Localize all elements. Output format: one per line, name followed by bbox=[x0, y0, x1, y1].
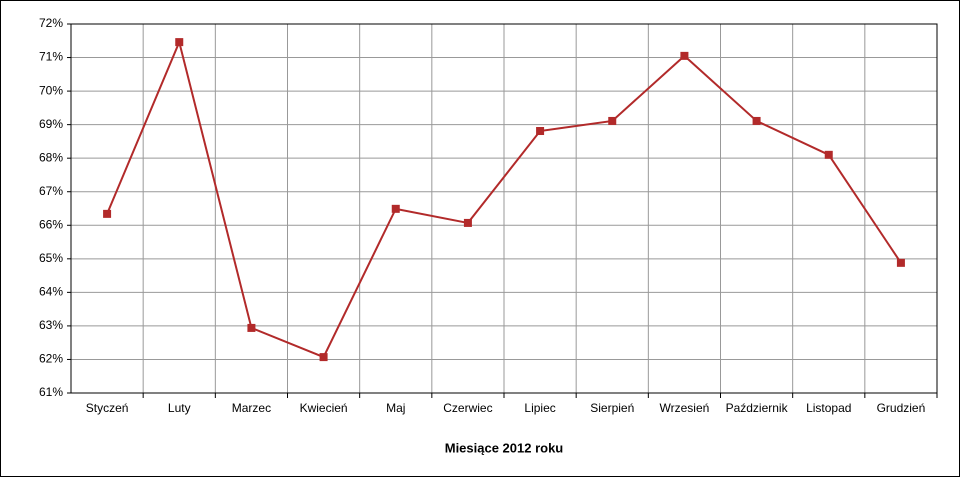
data-line bbox=[106, 38, 902, 359]
y-tick-label: 66% bbox=[39, 217, 63, 231]
plot-border bbox=[70, 23, 938, 394]
data-marker bbox=[752, 116, 761, 125]
data-marker bbox=[608, 116, 617, 125]
y-tick-label: 68% bbox=[39, 150, 63, 164]
data-marker bbox=[536, 127, 545, 136]
data-marker bbox=[896, 258, 905, 267]
x-tick-label: Styczeń bbox=[86, 401, 129, 415]
y-tick-label: 62% bbox=[39, 352, 63, 366]
y-tick-label: 67% bbox=[39, 184, 63, 198]
y-tick-label: 61% bbox=[39, 385, 63, 399]
x-tick-label: Czerwiec bbox=[443, 401, 492, 415]
data-marker bbox=[391, 204, 400, 213]
data-marker bbox=[319, 353, 328, 362]
y-tick-label: 71% bbox=[39, 50, 63, 64]
data-marker bbox=[463, 218, 472, 227]
y-tick-label: 72% bbox=[39, 16, 63, 30]
data-marker bbox=[824, 150, 833, 159]
data-marker bbox=[680, 51, 689, 60]
x-tick-label: Marzec bbox=[232, 401, 271, 415]
x-tick-label: Lipiec bbox=[524, 401, 555, 415]
y-tick-label: 70% bbox=[39, 83, 63, 97]
data-marker bbox=[247, 323, 256, 332]
x-tick-label: Listopad bbox=[806, 401, 851, 415]
y-tick-label: 63% bbox=[39, 318, 63, 332]
x-tick-label: Kwiecień bbox=[300, 401, 348, 415]
x-axis-title: Miesiące 2012 roku bbox=[445, 440, 564, 455]
data-marker bbox=[103, 209, 112, 218]
data-marker bbox=[175, 38, 184, 47]
x-tick-label: Luty bbox=[168, 401, 191, 415]
y-tick-label: 69% bbox=[39, 117, 63, 131]
x-tick-label: Sierpień bbox=[590, 401, 634, 415]
x-tick-label: Maj bbox=[386, 401, 405, 415]
y-tick-label: 65% bbox=[39, 251, 63, 265]
y-tick-label: 64% bbox=[39, 285, 63, 299]
x-tick-label: Grudzień bbox=[877, 401, 926, 415]
x-tick-label: Wrzesień bbox=[660, 401, 710, 415]
x-tick-label: Październik bbox=[726, 401, 789, 415]
